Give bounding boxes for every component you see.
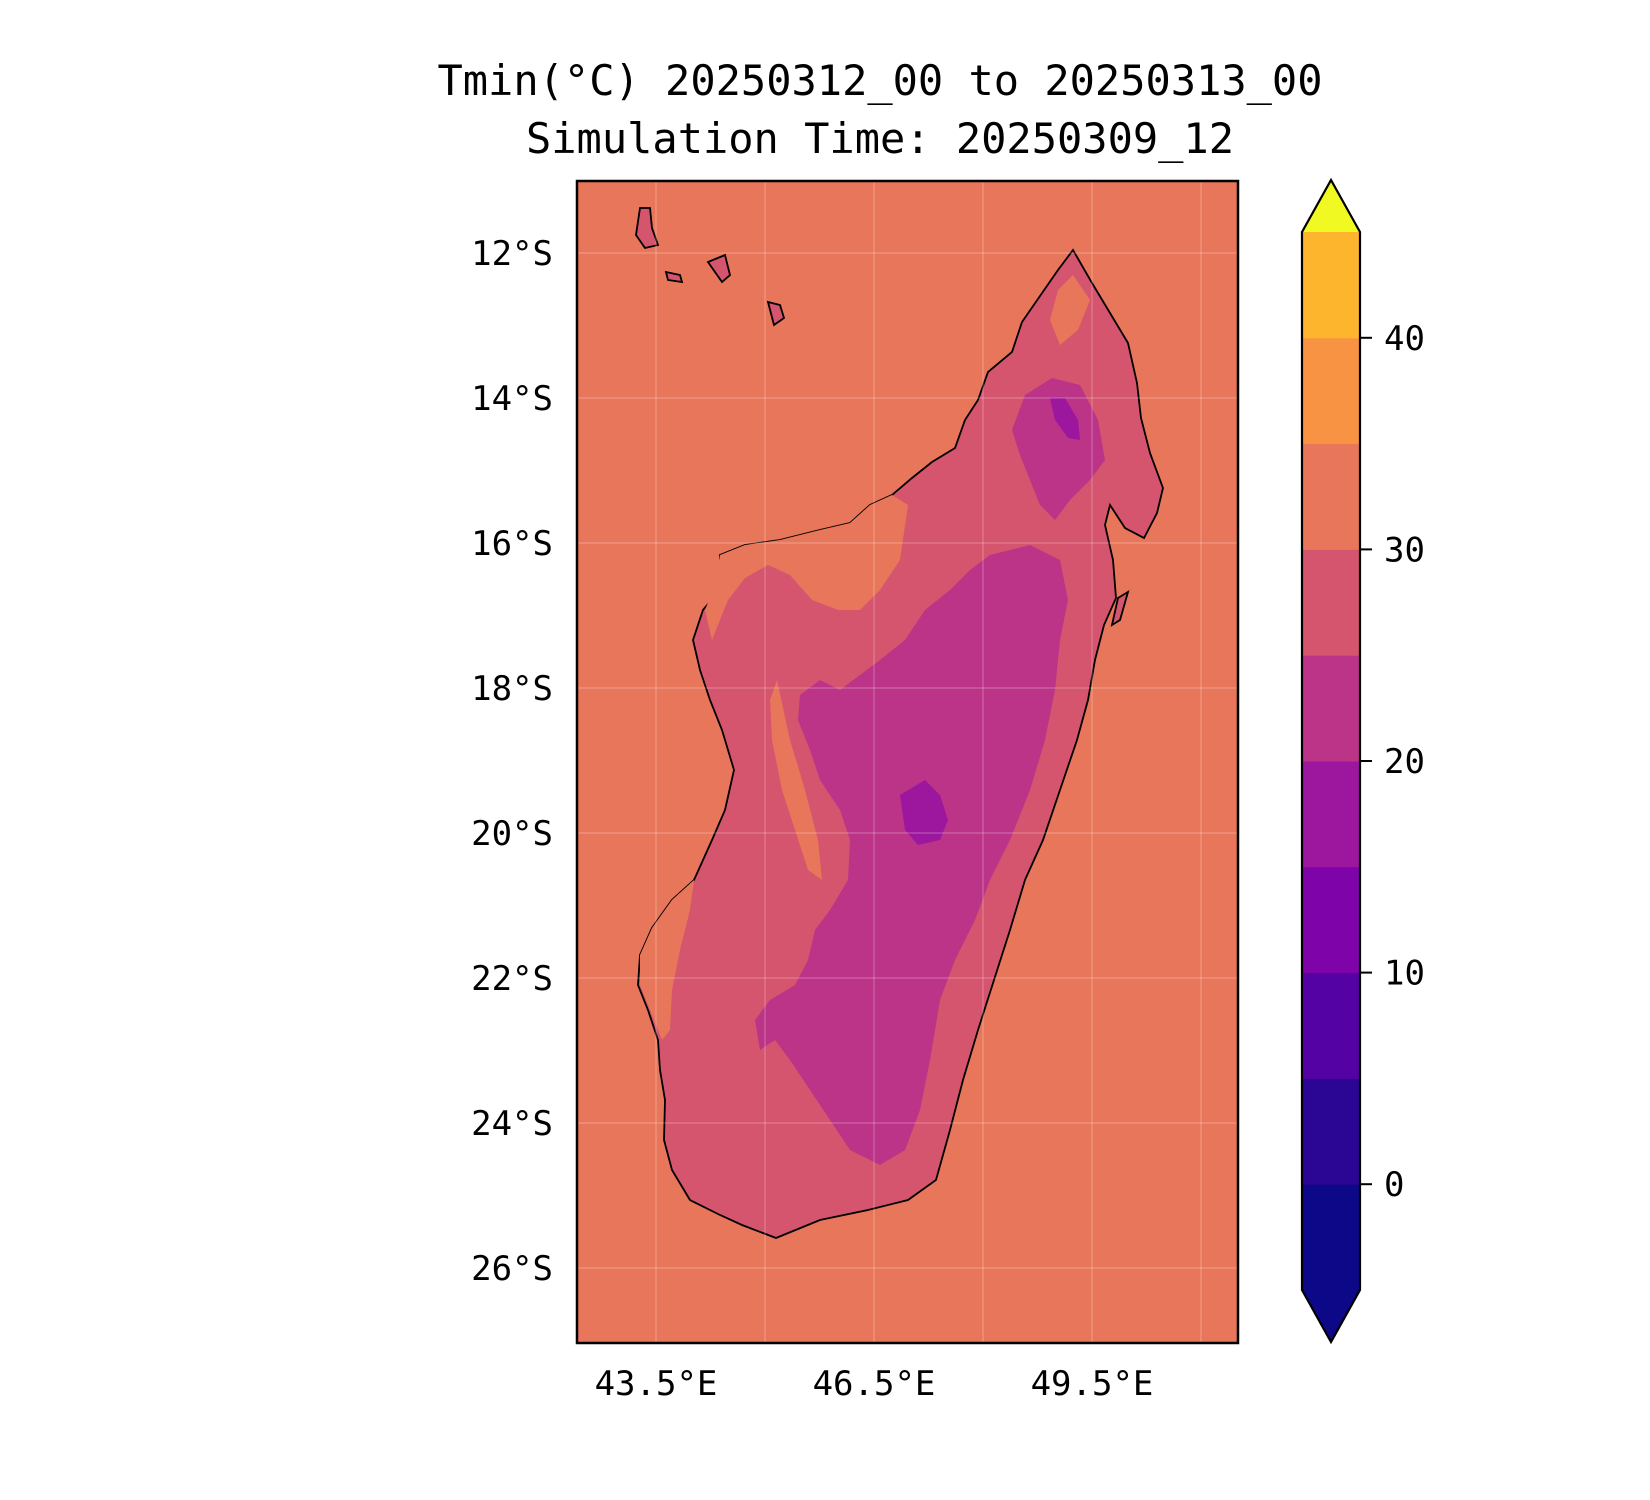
colorbar-outline xyxy=(1300,177,1362,1345)
mayotte-island xyxy=(766,300,786,327)
colorbar-tick-label: 30 xyxy=(1384,530,1425,570)
colorbar-segment xyxy=(1302,1184,1360,1291)
colorbar-tick-label: 20 xyxy=(1384,742,1425,782)
latitude-axis: 12°S 14°S 16°S 18°S 20°S 22°S 24°S 26°S xyxy=(471,234,553,1289)
comoros-island-2 xyxy=(706,253,732,284)
colorbar-segment xyxy=(1302,761,1360,868)
colorbar-tick-label: 0 xyxy=(1384,1165,1404,1205)
colorbar-tick-label: 10 xyxy=(1384,954,1425,994)
longitude-axis: 43.5°E 46.5°E 49.5°E xyxy=(595,1364,1154,1404)
colorbar-tick-label: 40 xyxy=(1384,319,1425,359)
lat-tick-label: 16°S xyxy=(471,524,553,564)
cool-zone-central-highlands xyxy=(755,545,1068,1165)
warm-zone-northeast-coast xyxy=(1050,275,1090,345)
map-panel xyxy=(575,179,1240,1345)
colorbar-segment xyxy=(1302,972,1360,1079)
colorbar xyxy=(1300,177,1362,1345)
comoros-island-1 xyxy=(635,207,660,250)
colorbar-segment xyxy=(1302,337,1360,445)
colorbar-segment xyxy=(1302,549,1360,656)
temperature-field xyxy=(577,181,1238,1343)
cold-spot-north xyxy=(1050,398,1080,440)
lat-tick-label: 22°S xyxy=(471,959,553,999)
warm-zone-west-ridge xyxy=(770,680,822,880)
colorbar-axis: 0 10 20 30 40 xyxy=(1360,319,1425,1205)
colorbar-segment xyxy=(1302,1078,1360,1185)
comoros-island-3 xyxy=(664,270,684,284)
warm-zone-southwest-coast xyxy=(640,880,694,1040)
lat-tick-label: 14°S xyxy=(471,379,553,419)
colorbar-segment xyxy=(1302,443,1360,550)
lat-tick-label: 20°S xyxy=(471,814,553,854)
lon-tick-label: 49.5°E xyxy=(1031,1364,1154,1404)
lat-tick-label: 26°S xyxy=(471,1249,553,1289)
map-title-line2: Simulation Time: 20250309_12 xyxy=(526,114,1234,163)
cool-zone-north-highlands xyxy=(1012,378,1105,520)
lat-tick-label: 18°S xyxy=(471,669,553,709)
colorbar-segment xyxy=(1302,866,1360,974)
lat-tick-label: 24°S xyxy=(471,1104,553,1144)
map-frame xyxy=(575,179,1240,1345)
colorbar-extend-min xyxy=(1302,1290,1360,1342)
colorbar-extend-max xyxy=(1302,180,1360,232)
colorbar-segment xyxy=(1302,655,1360,762)
map-title-line1: Tmin(°C) 20250312_00 to 20250313_00 xyxy=(437,56,1322,105)
gridlines xyxy=(577,181,1238,1343)
sainte-marie-island xyxy=(1110,590,1130,627)
lat-tick-label: 12°S xyxy=(471,234,553,274)
cold-spot-central xyxy=(900,780,948,845)
colorbar-segment xyxy=(1302,232,1360,339)
lon-tick-label: 43.5°E xyxy=(595,1364,718,1404)
warm-zone-northwest xyxy=(705,495,908,640)
lon-tick-label: 46.5°E xyxy=(813,1364,936,1404)
